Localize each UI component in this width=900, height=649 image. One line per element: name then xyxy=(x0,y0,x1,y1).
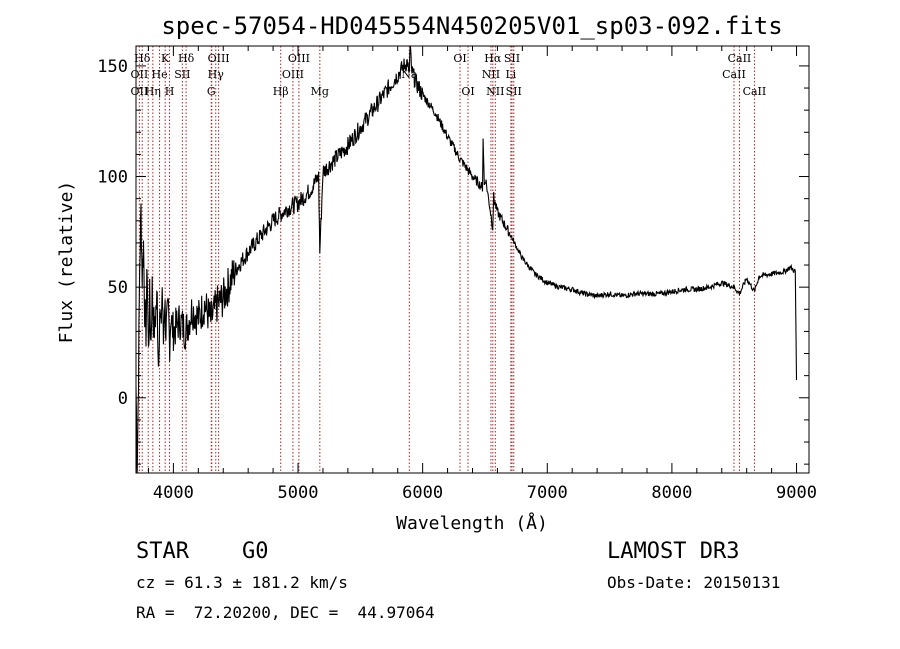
x-tick-label: 8000 xyxy=(651,483,692,503)
y-tick-label: 150 xyxy=(97,57,128,77)
object-type: STAR xyxy=(136,539,189,564)
y-tick-label: 100 xyxy=(97,168,128,188)
spectral-subclass: G0 xyxy=(242,539,269,564)
line-label: Hη xyxy=(145,85,161,98)
line-label: CaII xyxy=(728,52,752,65)
x-tick-label: 7000 xyxy=(527,483,568,503)
line-label: Hδ xyxy=(178,52,195,65)
line-label: OI xyxy=(453,52,466,65)
line-label: Hβ xyxy=(273,85,289,98)
line-label: H xyxy=(165,85,175,98)
plot-frame xyxy=(135,45,810,474)
x-tick-label: 9000 xyxy=(776,483,817,503)
line-label: OI xyxy=(461,85,474,98)
line-label: G xyxy=(207,85,216,98)
line-label: CaII xyxy=(743,85,767,98)
line-label: K xyxy=(161,52,170,65)
line-label: Mg xyxy=(311,85,329,98)
redshift-cz: cz = 61.3 ± 181.2 km/s xyxy=(136,573,348,592)
x-tick-label: 4000 xyxy=(153,483,194,503)
y-tick-label: 50 xyxy=(108,278,128,298)
coordinates: RA = 72.20200, DEC = 44.97064 xyxy=(136,603,435,622)
line-label: Hγ xyxy=(208,68,225,81)
survey-name: LAMOST DR3 xyxy=(607,539,740,564)
line-label: NII xyxy=(482,68,500,81)
x-axis-label: Wavelength (Å) xyxy=(396,512,548,534)
line-label: He xyxy=(152,68,168,81)
line-label: Li xyxy=(505,68,516,81)
line-label: OII xyxy=(131,68,149,81)
y-axis-label: Flux (relative) xyxy=(56,181,77,344)
x-axis-ticks: 4000 5000 6000 7000 8000 9000 xyxy=(147,46,817,503)
y-axis-ticks: 0 50 100 150 xyxy=(97,57,809,465)
line-label: OIII xyxy=(208,52,230,65)
chart-title: spec-57054-HD045554N450205V01_sp03-092.f… xyxy=(161,12,782,40)
line-label: Hα xyxy=(484,52,502,65)
obs-date: Obs-Date: 20150131 xyxy=(607,573,781,592)
line-label: SII xyxy=(506,85,522,98)
line-label: SII xyxy=(174,68,190,81)
line-label: OIII xyxy=(288,52,310,65)
x-tick-label: 5000 xyxy=(278,483,319,503)
line-label: OIII xyxy=(282,68,304,81)
line-label: NII xyxy=(486,85,504,98)
y-tick-label: 0 xyxy=(118,389,128,409)
spectrum-line xyxy=(135,45,798,474)
emission-line-markers xyxy=(138,46,755,473)
line-label: CaII xyxy=(722,68,746,81)
line-label: Hδ xyxy=(134,52,151,65)
x-tick-label: 6000 xyxy=(402,483,443,503)
line-label: OII xyxy=(131,85,149,98)
line-label: SII xyxy=(504,52,520,65)
